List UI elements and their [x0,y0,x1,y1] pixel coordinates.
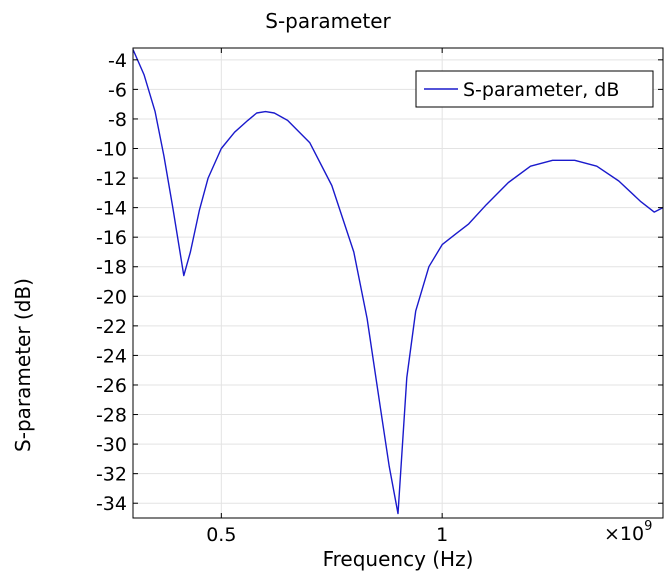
axes: -4 -6 -8 -10 -12 -14 -16 -18 -20 -22 -24 -26 -28 -30 -… [96,47,664,546]
y-tick-label: -20 [96,286,127,308]
y-tick-label: -10 [96,139,127,161]
y-tick-label: -28 [96,405,127,427]
grid [133,48,663,518]
x-axis-multiplier: ×109 [604,519,652,545]
plot-area [133,49,663,515]
y-tick-label: -16 [96,227,127,249]
y-tick-label: -18 [96,257,127,279]
legend-label: S-parameter, dB [463,79,619,101]
y-tick-label: -4 [108,50,127,72]
y-tick-label: -30 [96,434,127,456]
legend: S-parameter, dB [415,70,654,108]
y-tick-label: -26 [96,375,127,397]
x-tick-label: 0.5 [206,524,236,546]
y-tick-label: -8 [108,109,127,131]
y-tick-label: -34 [96,493,127,515]
chart-title: S-parameter [265,9,391,33]
x-axis-multiplier-base: ×10 [604,523,644,545]
x-axis-multiplier-exponent: 9 [644,519,652,534]
y-tick-label: -12 [96,168,127,190]
y-tick-label: -24 [96,345,127,367]
y-tick-label: -6 [108,79,127,101]
x-axis-label: Frequency (Hz) [323,547,474,571]
y-tick-label: -22 [96,316,127,338]
y-axis-label: S-parameter (dB) [11,278,35,452]
series-line [133,49,663,515]
x-tick-label: 1 [436,524,448,546]
y-tick-label: -14 [96,198,127,220]
plot-frame [132,47,664,519]
y-tick-label: -32 [96,464,127,486]
